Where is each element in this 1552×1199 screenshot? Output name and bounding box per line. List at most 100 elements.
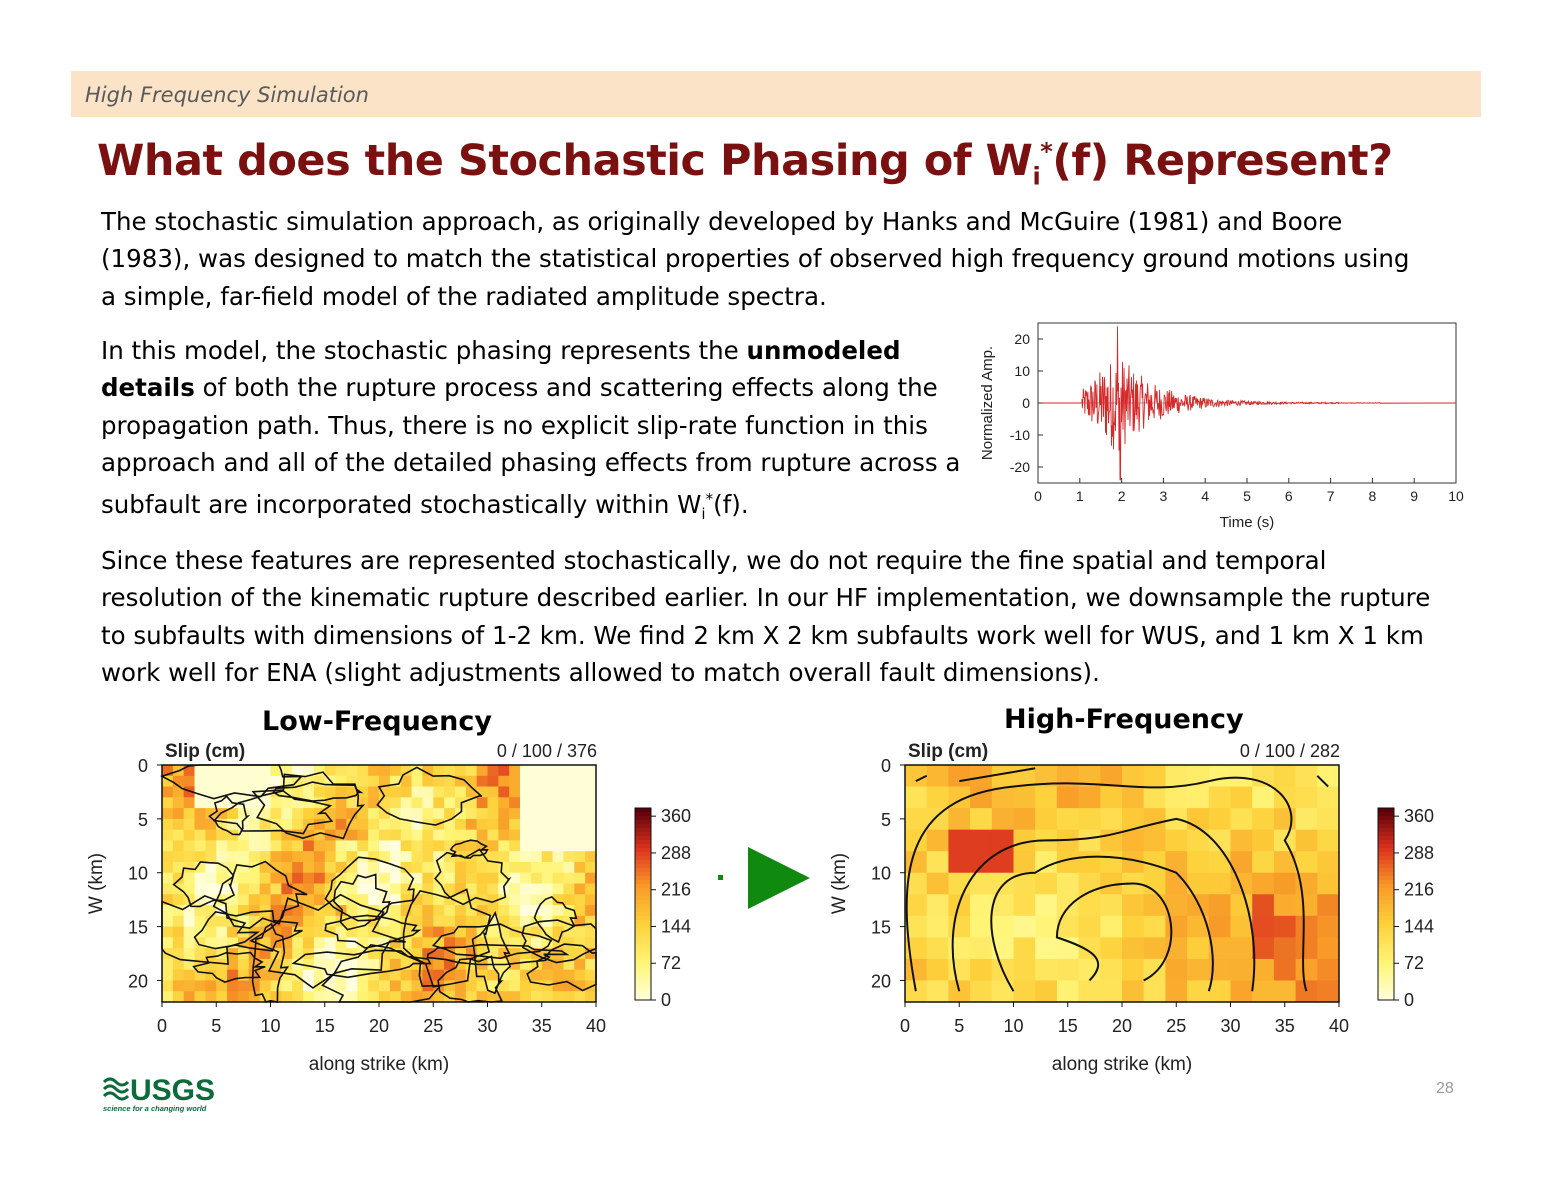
heatmap-cell [520,765,532,777]
heatmap-cell [346,915,358,927]
heatmap-cell [162,958,174,971]
heatmap-cell [487,883,499,895]
heatmap-cell [585,894,597,906]
contour-line [208,795,251,836]
heatmap-cell [476,861,488,874]
heatmap-cell [585,991,597,1003]
heatmap-cell [389,872,402,884]
heatmap-cell [292,808,304,820]
heatmap-cell [1056,808,1079,831]
heatmap-cell [552,926,564,938]
heatmap-cell [172,926,185,938]
heatmap-cell [465,926,478,938]
contour-line [249,893,406,989]
heatmap-cell [444,861,456,874]
heatmap-cell [1122,894,1145,917]
heatmap-cell [1013,980,1036,1003]
heatmap-cell [1187,937,1210,960]
y-tick-label: 5 [138,810,148,830]
heatmap-cell [248,958,261,971]
heatmap-cell [400,840,412,852]
heatmap-cell [1165,872,1188,895]
heatmap-cell [520,883,532,895]
heatmap-cell [552,840,564,852]
colorbar-segment [1378,932,1394,937]
heatmap-cell [357,786,369,798]
heatmap-cell [454,829,467,841]
colorbar-segment [635,980,651,985]
heatmap-cell [162,937,174,949]
heatmap-cell [563,872,575,884]
heatmap-cell [303,969,315,981]
heatmap-cell [948,980,971,1003]
heatmap-cell [498,969,510,981]
heatmap-cell [520,991,532,1003]
colorbar-segment [1378,864,1394,869]
heatmap-cell [357,894,369,906]
heatmap-cell [313,991,326,1003]
heatmap-cell [357,765,369,777]
colorbar-segment [635,952,651,957]
colorbar-segment [1378,876,1394,881]
colorbar-segment [635,916,651,921]
heatmap-cell [368,829,380,841]
heatmap-cell [530,840,543,852]
heatmap-cell [574,786,586,798]
heatmap-cell [183,926,195,938]
heatmap-cell [530,861,543,874]
heatmap-cell [389,808,402,820]
heatmap-cell [162,818,174,831]
heatmap-cell [357,797,369,809]
heatmap-cell [585,829,597,841]
colorbar-segment [635,964,651,969]
colorbar-segment [635,892,651,897]
heatmap-cell [346,797,358,809]
heatmap-cell [530,948,543,960]
colorbar-tick-label: 216 [661,880,691,900]
colorbar-segment [635,912,651,917]
heatmap-cell [162,797,174,809]
heatmap-cell [281,969,293,981]
contour-line [434,848,512,906]
heatmap-cell [509,840,521,852]
heatmap-cell [487,808,499,820]
heatmap-cell [335,786,347,798]
heatmap-cell [216,926,228,938]
heatmap-cell [1230,808,1253,831]
heatmap-cell [444,829,456,841]
heatmap-cell [216,818,228,831]
heatmap-cell [303,937,315,949]
heatmap-cell [357,775,369,787]
heatmap-cell [487,915,499,927]
heatmap-cell [498,808,510,820]
heatmap-cell [292,861,304,874]
heatmap-cell [948,851,971,874]
heatmap-cell [216,980,228,992]
heatmap-cell [1273,894,1296,917]
heatmap-cell [541,775,553,787]
heatmap-cell [905,958,928,981]
heatmap-cell [162,872,174,884]
heatmap-cell [313,937,326,949]
heatmap-cell [357,991,369,1003]
x-tick-label: 7 [1327,488,1335,504]
heatmap-cell [574,937,586,949]
heatmap-cell [1056,915,1079,938]
heatmap-cell [585,905,597,917]
heatmap-cell [292,915,304,927]
heatmap-cell [292,883,304,895]
heatmap-cell [205,775,217,787]
contour-line [376,766,483,826]
heatmap-cell [509,851,521,863]
heatmap-cell [433,775,445,787]
colorbar-segment [1378,960,1394,965]
heatmap-cell [1230,872,1253,895]
colorbar-segment [635,832,651,837]
heatmap-cell [926,894,949,917]
heatmap-cell [926,958,949,981]
heatmap-cell [183,980,195,992]
heatmap-cell [926,980,949,1003]
heatmap-cell [357,980,369,992]
heatmap-cell [444,872,456,884]
heatmap-cell [1252,829,1275,852]
